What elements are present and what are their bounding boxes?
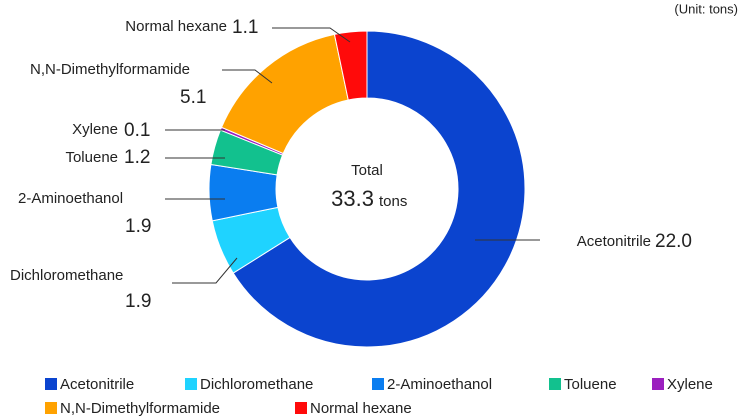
legend-label: Normal hexane bbox=[310, 400, 412, 417]
value-label: 1.2 bbox=[124, 147, 150, 168]
total-unit: tons bbox=[379, 193, 407, 210]
value-label: 22.0 bbox=[655, 231, 692, 252]
slice-label: Toluene bbox=[65, 149, 118, 166]
value-label: 1.9 bbox=[125, 216, 151, 237]
legend-swatch bbox=[652, 378, 664, 390]
slice bbox=[232, 30, 526, 348]
value-label: 5.1 bbox=[180, 87, 206, 108]
legend-swatch bbox=[185, 378, 197, 390]
total-value: 33.3 bbox=[331, 186, 374, 211]
slice-label: Dichloromethane bbox=[10, 267, 123, 284]
slice-label: N,N-Dimethylformamide bbox=[30, 61, 190, 78]
legend-label: N,N-Dimethylformamide bbox=[60, 400, 220, 417]
legend-label: Dichloromethane bbox=[200, 376, 313, 393]
slice-label: Acetonitrile bbox=[577, 233, 651, 250]
unit-note: (Unit: tons) bbox=[674, 1, 738, 16]
center-label: Total bbox=[351, 162, 383, 179]
legend-label: 2-Aminoethanol bbox=[387, 376, 492, 393]
leader-line bbox=[172, 257, 238, 284]
slice-label: Xylene bbox=[72, 121, 118, 138]
legend-label: Acetonitrile bbox=[60, 376, 134, 393]
leader-line bbox=[222, 69, 273, 84]
legend-label: Toluene bbox=[564, 376, 617, 393]
slice bbox=[333, 30, 368, 101]
slice-label: 2-Aminoethanol bbox=[18, 190, 123, 207]
slice-label: Normal hexane bbox=[125, 18, 227, 35]
legend-swatch bbox=[45, 378, 57, 390]
slice bbox=[220, 33, 349, 155]
legend-swatch bbox=[45, 402, 57, 414]
leader-line bbox=[272, 27, 351, 43]
legend-label: Xylene bbox=[667, 376, 713, 393]
legend-swatch bbox=[372, 378, 384, 390]
value-label: 1.9 bbox=[125, 291, 151, 312]
value-label: 1.1 bbox=[232, 17, 258, 38]
legend-swatch bbox=[549, 378, 561, 390]
legend-swatch bbox=[295, 402, 307, 414]
value-label: 0.1 bbox=[124, 120, 150, 141]
